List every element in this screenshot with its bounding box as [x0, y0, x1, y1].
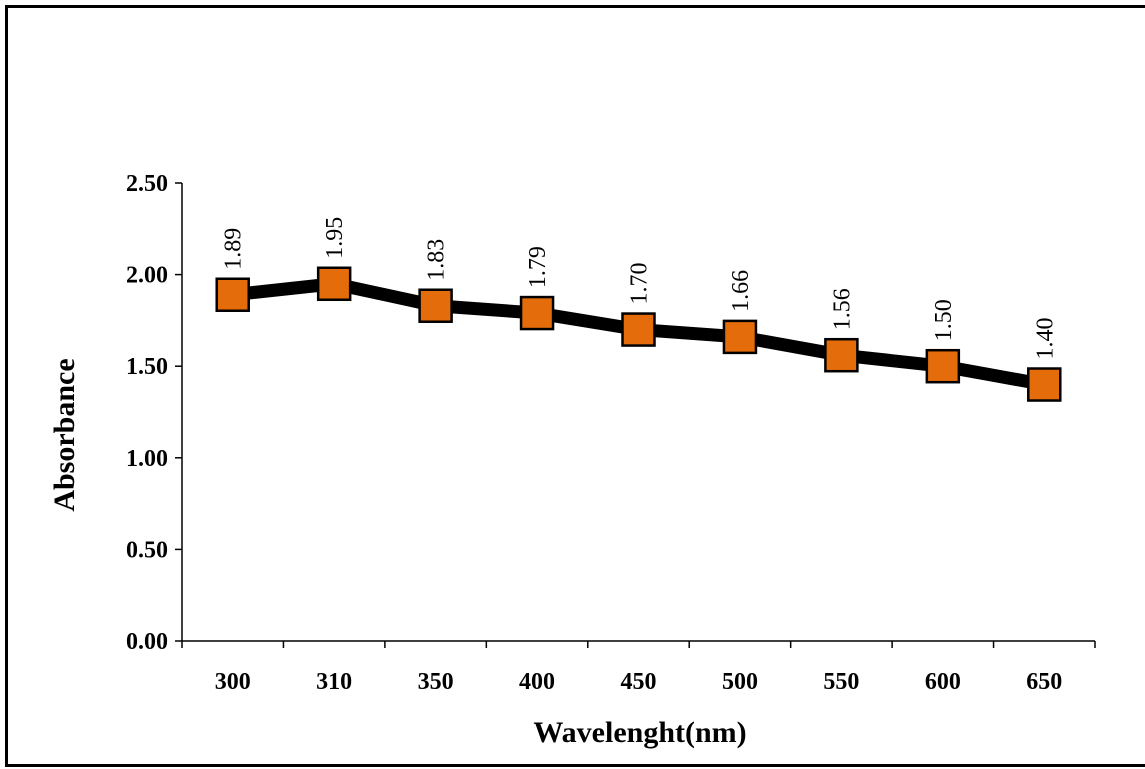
chart-frame: [5, 5, 1145, 767]
y-tick-label: 2.00: [126, 263, 168, 289]
x-tick-label: 310: [316, 669, 352, 695]
data-point-marker: [1027, 367, 1062, 402]
data-point-marker: [316, 266, 352, 302]
data-label: 1.79: [525, 246, 551, 288]
y-tick-label: 0.00: [126, 629, 168, 655]
data-label: 1.83: [424, 239, 450, 281]
y-axis-title: Absorbance: [48, 358, 81, 511]
data-label: 1.70: [627, 263, 653, 305]
x-tick-label: 450: [621, 669, 657, 695]
data-label: 1.56: [829, 288, 855, 330]
x-tick-label: 400: [519, 669, 555, 695]
data-labels: 1.89 1.95 1.83 1.79 1.70 1.66 1.56 1.50 1.40: [221, 217, 1059, 360]
data-label: 1.66: [728, 270, 754, 312]
data-label: 1.50: [931, 299, 957, 341]
x-tick-label: 600: [925, 669, 961, 695]
y-tick-label: 1.00: [126, 446, 168, 472]
x-axis-title: Wavelenght(nm): [533, 716, 746, 749]
y-tick-label: 0.50: [126, 537, 168, 563]
x-axis: 300 310 350 400 450 500 550 600 650: [181, 640, 1096, 695]
data-point-marker: [925, 348, 961, 384]
x-tick-label: 300: [215, 669, 251, 695]
y-tick-label: 2.50: [126, 171, 168, 197]
data-point-marker: [215, 277, 250, 313]
y-tick-label: 1.50: [126, 354, 168, 380]
data-point-marker: [621, 312, 656, 347]
data-point-marker: [418, 288, 453, 323]
data-point-marker: [519, 295, 555, 331]
y-axis: 0.00 0.50 1.00 1.50 2.00 2.50: [126, 171, 183, 655]
data-label: 1.95: [322, 217, 348, 259]
markers: [215, 266, 1062, 402]
x-tick-label: 550: [823, 669, 859, 695]
x-tick-label: 500: [722, 669, 758, 695]
data-label: 1.40: [1032, 318, 1058, 360]
x-tick-label: 650: [1026, 669, 1062, 695]
data-label: 1.89: [221, 228, 247, 270]
data-point-marker: [824, 337, 859, 373]
x-tick-label: 350: [418, 669, 454, 695]
data-point-marker: [722, 319, 758, 355]
